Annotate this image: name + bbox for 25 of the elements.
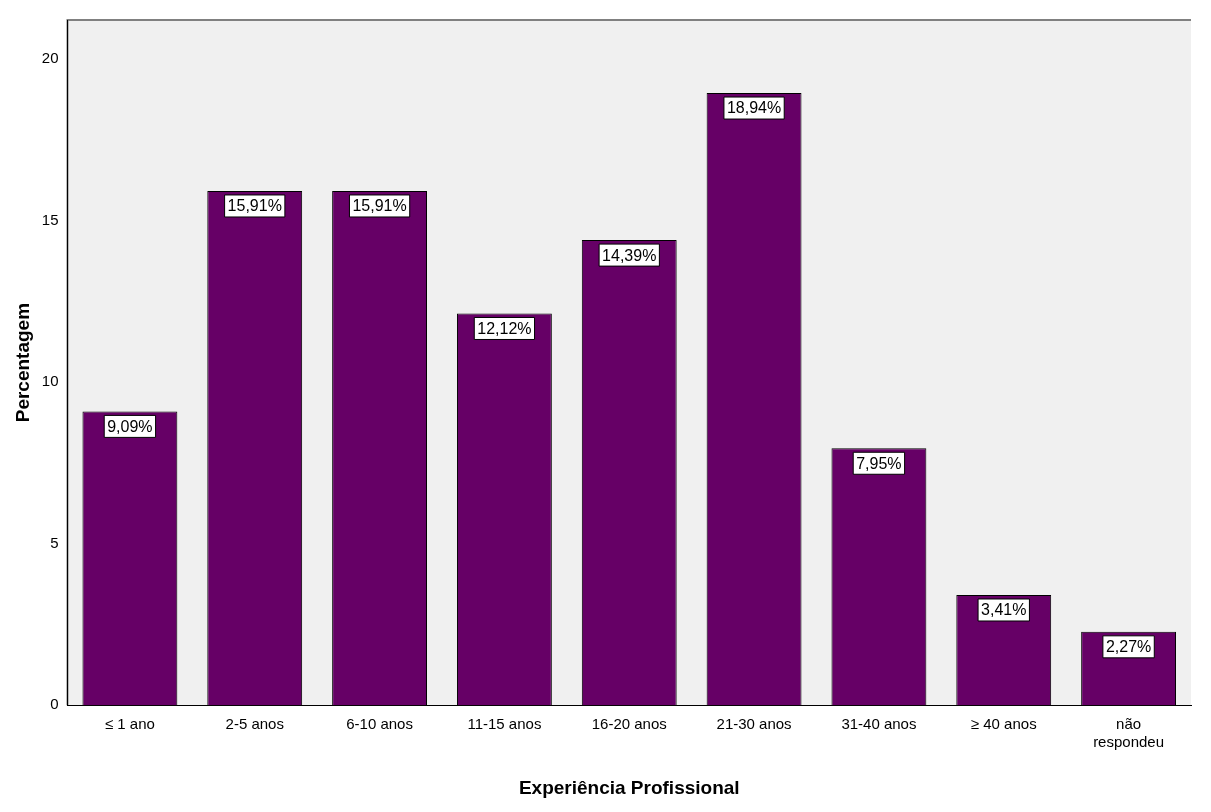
x-tick-label: 31-40 anos <box>841 715 917 733</box>
data-label: 3,41% <box>981 601 1027 619</box>
y-tick-label: 10 <box>41 372 59 390</box>
x-tick-label: 21-30 anos <box>716 715 792 733</box>
x-axis-title: Experiência Profissional <box>518 776 740 798</box>
data-label: 9,09% <box>107 417 153 435</box>
y-tick-label: 15 <box>41 210 59 228</box>
y-tick-label: 5 <box>50 533 59 551</box>
data-label: 14,39% <box>602 246 657 264</box>
x-tick-label: 16-20 anos <box>591 715 667 733</box>
data-label: 15,91% <box>227 197 282 215</box>
y-tick-label: 20 <box>41 48 59 66</box>
x-tick-label: 6-10 anos <box>346 715 413 733</box>
y-axis-title: Percentagem <box>11 302 33 423</box>
x-tick-label: ≥ 40 anos <box>970 715 1037 733</box>
x-tick-label: 11-15 anos <box>467 715 542 733</box>
data-label: 7,95% <box>856 454 902 472</box>
y-tick-label: 0 <box>50 695 59 713</box>
x-tick-label: 2-5 anos <box>225 715 284 733</box>
x-tick-label: ≤ 1 ano <box>104 715 155 733</box>
data-label: 2,27% <box>1105 638 1152 656</box>
x-tick-label: não respondeu <box>1093 715 1165 751</box>
data-label: 18,94% <box>726 99 782 117</box>
data-label: 12,12% <box>477 319 532 337</box>
data-label: 15,91% <box>352 197 407 215</box>
